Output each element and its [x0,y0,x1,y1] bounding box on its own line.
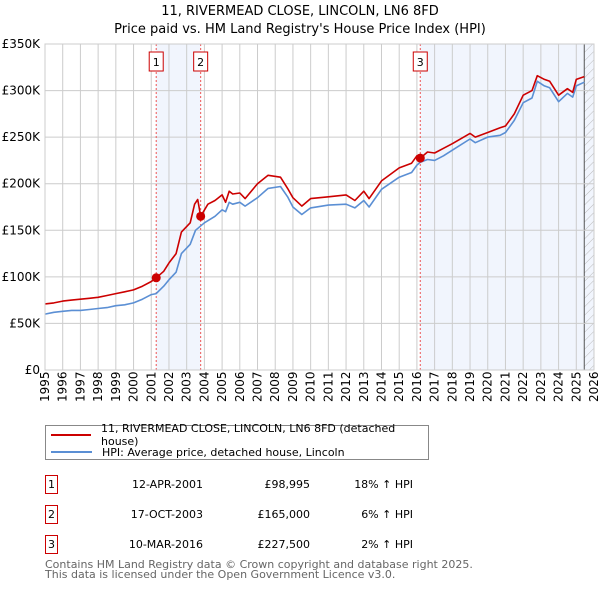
x-tick-label: 2000 [127,371,141,402]
y-tick-label: £0 [25,363,40,377]
chart-title: 11, RIVERMEAD CLOSE, LINCOLN, LN6 8FD [161,4,439,19]
x-tick-label: 1999 [109,371,123,402]
sale-marker: 3 [45,535,58,554]
x-tick-label: 2009 [286,371,300,402]
plot-frame [44,43,595,371]
chart-subtitle: Price paid vs. HM Land Registry's House … [114,22,486,37]
x-tick-label: 2015 [392,371,406,402]
x-tick-label: 1998 [91,371,105,402]
sale-hpi-diff: 2% ↑ HPI [361,538,413,551]
x-tick-label: 2016 [410,371,424,402]
x-tick-label: 2017 [428,371,442,402]
x-tick-label: 2004 [197,371,211,402]
x-tick-label: 2002 [162,371,176,402]
x-tick-label: 2013 [357,371,371,402]
sale-marker-box [148,51,164,72]
x-tick-label: 2012 [339,371,353,402]
sale-marker: 2 [45,505,58,524]
shaded-period [420,44,594,370]
sale-date: 12-APR-2001 [131,478,203,491]
sale-hpi-diff: 6% ↑ HPI [361,508,413,521]
legend-label: HPI: Average price, detached house, Linc… [102,445,345,459]
future-hatch [584,44,594,370]
sale-point [415,153,425,163]
legend: 11, RIVERMEAD CLOSE, LINCOLN, LN6 8FD (d… [45,422,429,460]
series-line [44,74,585,305]
x-tick-label: 2001 [144,371,158,402]
y-tick-label: £150K [2,223,42,237]
sale-marker-box [412,51,428,72]
sale-price: £165,000 [257,508,311,521]
x-tick-label: 2024 [552,371,566,402]
sale-price: £98,995 [264,478,311,491]
x-tick-label: 2008 [268,371,282,402]
x-tick-label: 2011 [321,371,335,402]
x-tick-label: 2018 [445,371,459,402]
sale-marker-box [193,51,209,72]
y-tick-label: £50K [9,316,41,330]
sale-marker-label: 2 [197,56,204,69]
sale-point [196,211,206,221]
sale-point [151,273,161,283]
y-tick-label: £200K [2,177,42,191]
x-tick-label: 1997 [73,371,87,402]
x-tick-label: 2019 [463,371,477,402]
x-tick-label: 2025 [569,371,583,402]
legend-item-property: 11, RIVERMEAD CLOSE, LINCOLN, LN6 8FD (d… [51,422,428,448]
copyright-text: Contains HM Land Registry data © Crown c… [45,558,473,571]
x-tick-label: 2006 [233,371,247,402]
x-tick-label: 2010 [304,371,318,402]
y-tick-label: £100K [2,270,42,284]
series-line [44,80,585,315]
sale-date: 17-OCT-2003 [130,508,203,521]
x-tick-label: 2007 [251,371,265,402]
y-tick-label: £250K [2,130,42,144]
sale-marker-label: 1 [153,56,160,69]
legend-swatch-blue [51,451,92,453]
legend-label: 11, RIVERMEAD CLOSE, LINCOLN, LN6 8FD (d… [101,422,396,448]
footer: Contains HM Land Registry data © Crown c… [45,558,473,581]
x-tick-label: 2005 [215,371,229,402]
x-tick-label: 1995 [38,371,52,402]
x-tick-label: 2022 [516,371,530,402]
legend-swatch-red [51,434,91,436]
x-tick-label: 2014 [374,371,388,402]
sale-hpi-diff: 18% ↑ HPI [354,478,413,491]
sale-marker: 1 [45,475,58,494]
sale-date: 10-MAR-2016 [128,538,203,551]
licence-text: This data is licensed under the Open Gov… [45,568,396,581]
legend-item-hpi: HPI: Average price, detached house, Linc… [51,444,345,460]
y-tick-label: £300K [2,84,42,98]
x-tick-label: 1996 [56,371,70,402]
sale-price: £227,500 [257,538,311,551]
x-tick-label: 2020 [481,371,495,402]
x-tick-label: 2023 [534,371,548,402]
x-tick-label: 2021 [498,371,512,402]
y-tick-label: £350K [2,37,42,51]
sale-marker-label: 3 [417,56,424,69]
x-tick-label: 2003 [180,371,194,402]
x-tick-label: 2026 [587,371,600,402]
